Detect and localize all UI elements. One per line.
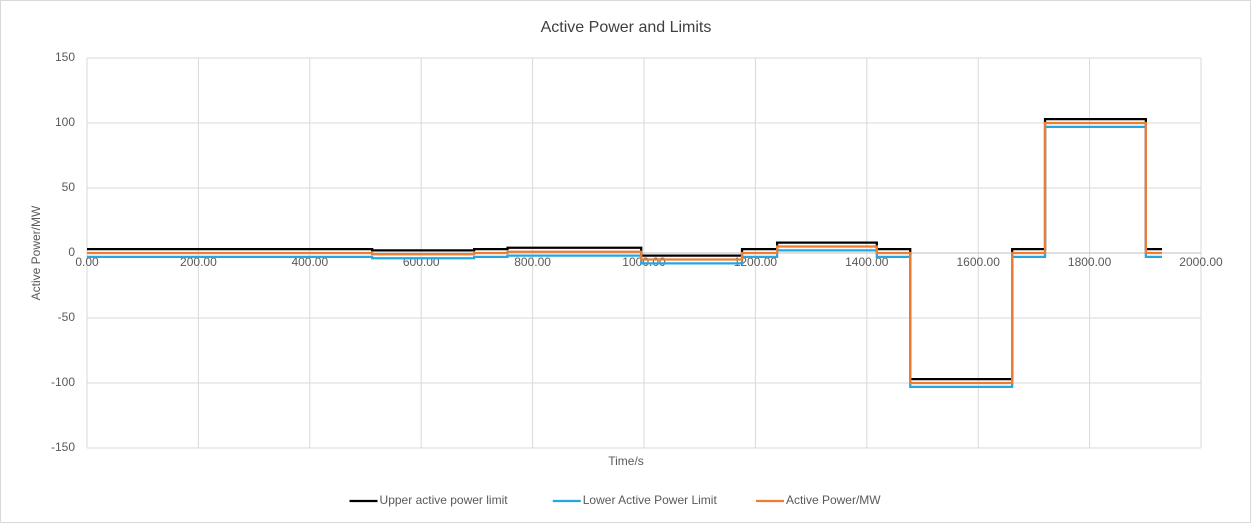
legend-label: Active Power/MW — [786, 493, 881, 507]
x-tick-label: 1800.00 — [1068, 255, 1112, 269]
y-axis-label: Active Power/MW — [29, 205, 43, 300]
series-line — [87, 121, 1163, 385]
x-tick-label: 400.00 — [291, 255, 328, 269]
x-tick-label: 800.00 — [514, 255, 551, 269]
x-tick-label: 2000.00 — [1179, 255, 1223, 269]
x-tick-label: 200.00 — [180, 255, 217, 269]
y-tick-label: -150 — [51, 440, 75, 454]
y-tick-label: -50 — [58, 310, 76, 324]
x-tick-label: 1000.00 — [622, 255, 666, 269]
x-tick-label: 1600.00 — [957, 255, 1001, 269]
x-tick-label: 0.00 — [75, 255, 99, 269]
y-tick-label: -100 — [51, 375, 75, 389]
x-axis-label: Time/s — [608, 454, 644, 468]
x-tick-label: 1400.00 — [845, 255, 889, 269]
y-tick-label: 50 — [62, 180, 76, 194]
y-tick-label: 100 — [55, 115, 75, 129]
chart-title: Active Power and Limits — [541, 19, 712, 36]
x-tick-label: 1200.00 — [734, 255, 778, 269]
y-tick-label: 0 — [68, 245, 75, 259]
legend-label: Lower Active Power Limit — [583, 493, 718, 507]
legend-label: Upper active power limit — [380, 493, 509, 507]
y-tick-label: 150 — [55, 50, 75, 64]
